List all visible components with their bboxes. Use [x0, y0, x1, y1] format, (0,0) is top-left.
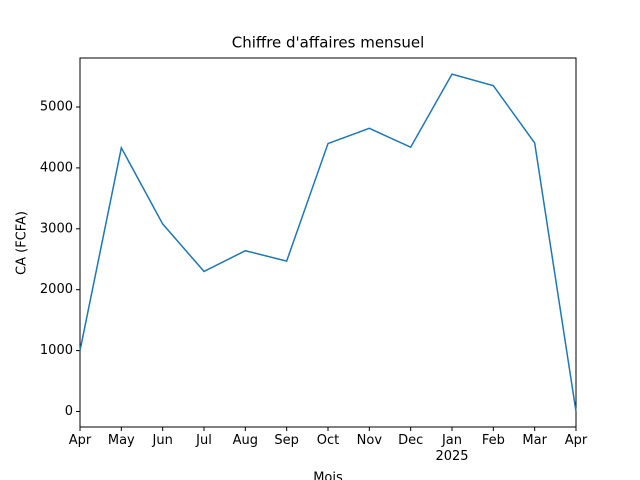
x-tick-label: Jul [196, 433, 212, 448]
x-tick-label: Nov [356, 433, 383, 448]
y-tick-label: 1000 [40, 343, 73, 358]
y-tick-label: 0 [65, 404, 73, 419]
x-tick-label: Feb [481, 433, 505, 448]
chart-title: Chiffre d'affaires mensuel [232, 34, 425, 52]
x-tick-label: Jan 2025 [435, 433, 469, 464]
x-tick-label: Jun [152, 433, 173, 448]
x-tick-label: Apr [68, 433, 92, 448]
line [79, 73, 577, 412]
x-tick-label: Aug [232, 433, 259, 448]
y-tick-label: 5000 [40, 100, 73, 115]
x-tick-label: Apr [564, 433, 588, 448]
plot-frame [79, 57, 577, 428]
y-tick-label: 3000 [40, 221, 73, 236]
x-tick-label: May [107, 433, 135, 448]
y-tick-label: 4000 [40, 160, 73, 175]
x-tick-label: Dec [398, 433, 424, 448]
x-tick-label: Oct [316, 433, 340, 448]
x-tick-label: Mar [522, 433, 547, 448]
y-axis-label: CA (FCFA) [15, 211, 30, 275]
x-tick-label: Sep [274, 433, 299, 448]
y-tick-label: 2000 [40, 282, 73, 297]
x-axis-label: Mois [313, 471, 343, 480]
